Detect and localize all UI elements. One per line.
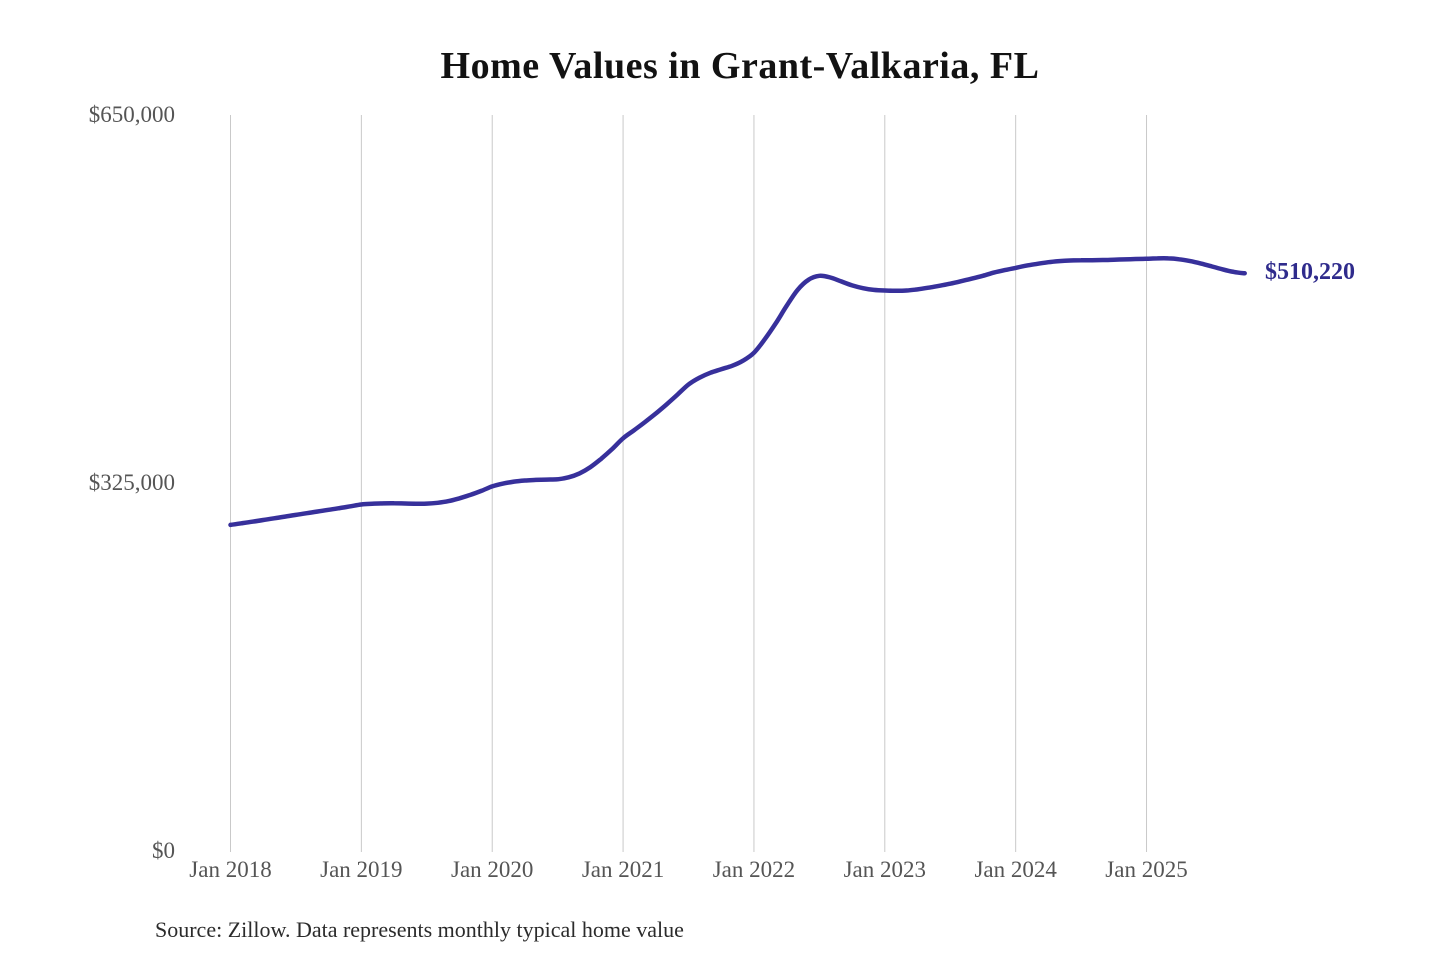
x-tick-label: Jan 2025 <box>1105 857 1188 882</box>
y-tick-label: $325,000 <box>88 470 175 495</box>
x-tick-label: Jan 2024 <box>974 857 1057 882</box>
x-tick-label: Jan 2022 <box>712 857 796 882</box>
y-tick-label: $0 <box>152 838 175 863</box>
x-tick-label: Jan 2021 <box>581 857 665 882</box>
series-end-value-label: $510,220 <box>1265 259 1355 286</box>
home-value-line <box>228 256 1247 528</box>
x-tick-label: Jan 2023 <box>843 857 926 882</box>
x-tick-label: Jan 2018 <box>189 857 272 882</box>
chart-title: Home Values in Grant-Valkaria, FL <box>440 45 1040 87</box>
x-tick-label: Jan 2020 <box>451 857 534 882</box>
source-note: Source: Zillow. Data represents monthly … <box>155 917 684 942</box>
x-tick-label: Jan 2019 <box>320 857 403 882</box>
gridlines-group <box>230 115 1148 852</box>
y-tick-label: $650,000 <box>88 102 175 127</box>
